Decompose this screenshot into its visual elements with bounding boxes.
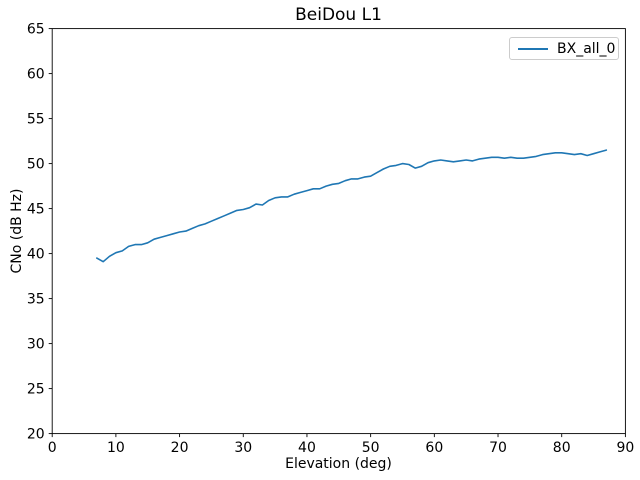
x-tick-label: 60 [425,440,443,456]
y-axis-label: CNo (dB Hz) [9,188,25,274]
legend-label: BX_all_0 [557,40,616,57]
x-axis-label: Elevation (deg) [285,456,392,472]
legend: BX_all_0 [509,37,619,60]
y-tick-label: 45 [27,202,45,218]
x-tick-label: 80 [553,440,571,456]
y-tick-label: 65 [27,22,45,38]
x-tick-label: 30 [234,440,252,456]
y-tick-label: 40 [27,247,45,263]
x-tick-label: 70 [489,440,507,456]
chart-title: BeiDou L1 [295,5,382,25]
legend-line-swatch [518,47,548,50]
y-tick-label: 55 [27,112,45,128]
y-tick-label: 35 [27,292,45,308]
y-tick-label: 20 [27,427,45,443]
x-tick-label: 0 [48,440,57,456]
x-tick-label: 90 [616,440,634,456]
x-tick-label: 20 [171,440,189,456]
series-line-BX_all_0 [96,149,608,263]
x-tick-label: 40 [298,440,316,456]
y-tick-label: 25 [27,382,45,398]
x-tick-label: 50 [362,440,380,456]
x-tick-label: 10 [107,440,125,456]
y-tick-label: 50 [27,157,45,173]
y-tick-label: 30 [27,337,45,353]
axes-frame [51,28,626,435]
y-tick-label: 60 [27,67,45,83]
